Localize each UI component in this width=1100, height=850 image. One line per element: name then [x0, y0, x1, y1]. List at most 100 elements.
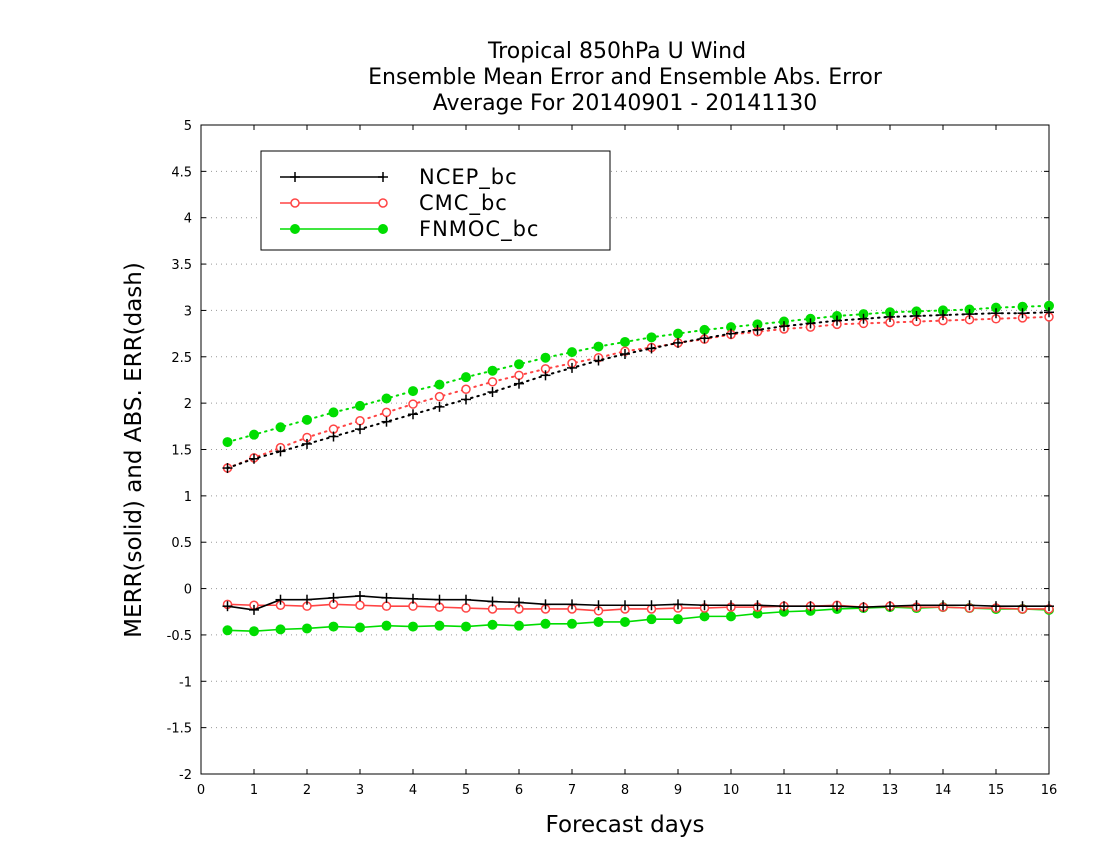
point-abs-err-cmc-bc: [355, 416, 365, 426]
point-merr-fnmoc-bc: [567, 618, 577, 629]
y-tick-label: 5: [184, 119, 192, 134]
point-merr-ncep-bc: [567, 599, 577, 610]
point-merr-ncep-bc: [355, 590, 365, 601]
point-abs-err-ncep-bc: [249, 453, 259, 464]
point-abs-err-fnmoc-bc: [593, 341, 604, 352]
point-abs-err-ncep-bc: [540, 370, 551, 381]
point-merr-fnmoc-bc: [540, 618, 551, 629]
point-merr-ncep-bc: [514, 597, 524, 608]
point-abs-err-ncep-bc: [487, 387, 498, 398]
x-tick-label: 8: [621, 783, 629, 798]
x-tick-label: 10: [723, 783, 740, 798]
point-merr-fnmoc-bc: [726, 611, 736, 622]
point-abs-err-fnmoc-bc: [673, 328, 683, 339]
point-abs-err-fnmoc-bc: [461, 372, 471, 383]
point-abs-err-ncep-bc: [832, 315, 842, 326]
point-merr-fnmoc-bc: [381, 620, 392, 631]
y-tick-label: -2: [179, 768, 192, 783]
x-tick-label: 11: [776, 783, 793, 798]
point-merr-ncep-bc: [938, 600, 948, 611]
series-ncep-bc: [222, 307, 1054, 615]
legend-marker-left-cmc-bc: [290, 198, 300, 208]
point-abs-err-fnmoc-bc: [328, 407, 339, 418]
y-tick-label: 4.5: [171, 165, 192, 180]
legend-entry-cmc-bc: CMC_bc: [280, 191, 508, 216]
point-merr-ncep-bc: [991, 601, 1001, 612]
x-axis-label: Forecast days: [546, 812, 705, 838]
title-line-1: Tropical 850hPa U Wind: [487, 39, 746, 64]
series-layer: [222, 300, 1054, 637]
grid-lines: [201, 170, 1049, 729]
point-abs-err-ncep-bc: [752, 324, 763, 335]
point-merr-ncep-bc: [540, 599, 551, 610]
y-tick-label: 3.5: [171, 258, 192, 273]
line-abs-err-fnmoc-bc: [226, 304, 1050, 444]
y-tick-label: 0.5: [171, 536, 192, 551]
legend-entry-ncep-bc: NCEP_bc: [280, 165, 518, 190]
x-tick-label: 1: [250, 783, 258, 798]
point-merr-ncep-bc: [1017, 601, 1028, 612]
point-abs-err-ncep-bc: [938, 310, 948, 321]
series-fnmoc-bc: [222, 300, 1054, 637]
legend-marker-right-cmc-bc: [378, 198, 388, 208]
point-merr-fnmoc-bc: [673, 614, 683, 625]
y-tick-label: 3: [184, 304, 192, 319]
point-merr-ncep-bc: [302, 594, 312, 605]
point-abs-err-fnmoc-bc: [434, 379, 445, 390]
point-merr-fnmoc-bc: [222, 625, 233, 636]
point-abs-err-fnmoc-bc: [355, 400, 365, 411]
point-merr-ncep-bc: [328, 592, 339, 603]
point-abs-err-ncep-bc: [779, 321, 789, 332]
point-merr-ncep-bc: [381, 592, 392, 603]
point-merr-cmc-bc: [461, 603, 471, 613]
x-tick-label: 4: [409, 783, 417, 798]
x-tick-label: 2: [303, 783, 311, 798]
line-abs-err-ncep-bc: [226, 311, 1050, 470]
point-abs-err-fnmoc-bc: [567, 347, 577, 358]
point-abs-err-fnmoc-bc: [646, 332, 657, 343]
chart-title: Tropical 850hPa U Wind Ensemble Mean Err…: [368, 39, 883, 116]
point-merr-ncep-bc: [752, 600, 763, 611]
point-merr-cmc-bc: [381, 601, 392, 611]
point-merr-fnmoc-bc: [699, 611, 710, 622]
y-tick-label: -1: [179, 675, 192, 690]
point-abs-err-ncep-bc: [991, 308, 1001, 319]
point-abs-err-ncep-bc: [858, 313, 869, 324]
point-abs-err-ncep-bc: [1044, 307, 1054, 318]
point-abs-err-cmc-bc: [514, 370, 524, 381]
y-tick-label: -1.5: [167, 722, 192, 737]
point-abs-err-ncep-bc: [620, 349, 630, 360]
point-merr-fnmoc-bc: [514, 620, 524, 631]
point-abs-err-cmc-bc: [461, 384, 471, 394]
point-merr-ncep-bc: [832, 601, 842, 612]
point-abs-err-ncep-bc: [567, 362, 577, 373]
legend-marker-left-ncep-bc: [290, 172, 300, 182]
y-axis-label: MERR(solid) and ABS. ERR(dash): [121, 262, 147, 638]
point-abs-err-fnmoc-bc: [620, 336, 630, 347]
point-abs-err-ncep-bc: [911, 310, 922, 321]
point-merr-ncep-bc: [964, 600, 975, 611]
legend-label-ncep-bc: NCEP_bc: [419, 165, 518, 190]
point-merr-fnmoc-bc: [408, 621, 418, 632]
x-tick-label: 14: [935, 783, 952, 798]
y-tick-label: 0: [184, 583, 192, 598]
point-merr-fnmoc-bc: [461, 621, 471, 632]
series-cmc-bc: [222, 312, 1054, 616]
point-merr-ncep-bc: [222, 601, 233, 612]
point-merr-ncep-bc: [593, 600, 604, 611]
point-merr-ncep-bc: [249, 604, 259, 615]
legend-box: [260, 150, 611, 251]
point-abs-err-cmc-bc: [487, 377, 498, 387]
point-abs-err-ncep-bc: [646, 343, 657, 354]
point-abs-err-fnmoc-bc: [249, 429, 259, 440]
x-tick-label: 5: [462, 783, 470, 798]
point-abs-err-ncep-bc: [434, 401, 445, 412]
legend-marker-right-fnmoc-bc: [378, 224, 388, 234]
point-merr-fnmoc-bc: [355, 622, 365, 633]
legend-label-cmc-bc: CMC_bc: [419, 191, 508, 216]
point-merr-ncep-bc: [805, 601, 816, 612]
point-merr-ncep-bc: [275, 594, 286, 605]
title-line-3: Average For 20140901 - 20141130: [433, 91, 818, 116]
point-abs-err-cmc-bc: [381, 407, 392, 418]
point-abs-err-ncep-bc: [673, 337, 683, 348]
